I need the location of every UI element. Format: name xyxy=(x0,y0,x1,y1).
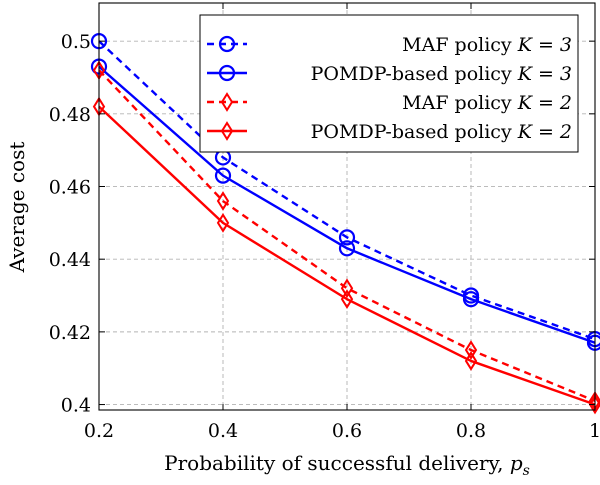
series-line xyxy=(98,40,596,341)
legend-label: POMDP-based policy K = 2 xyxy=(311,121,572,143)
y-tick-label: 0.48 xyxy=(49,104,91,126)
data-point xyxy=(216,212,230,233)
legend-marker xyxy=(218,64,236,82)
data-point xyxy=(340,278,354,299)
x-tick-label: 0.2 xyxy=(84,420,114,442)
data-point xyxy=(214,167,232,184)
legend-entry-3: POMDP-based policy K = 2 xyxy=(207,121,572,143)
x-tick-label: 0.4 xyxy=(208,420,238,442)
x-axis-title: Probability of successful delivery, ps xyxy=(164,451,530,479)
data-point xyxy=(588,394,600,415)
legend-label: MAF policy K = 2 xyxy=(402,92,572,114)
legend-marker xyxy=(218,35,236,53)
x-tick-label: 0.8 xyxy=(456,420,486,442)
data-point xyxy=(464,340,478,360)
legend: MAF policy K = 3 POMDP-based policy K = 3… xyxy=(199,14,579,153)
y-tick-label: 0.44 xyxy=(49,249,91,271)
x-tick-label: 1 xyxy=(589,420,600,442)
legend-label: MAF policy K = 3 xyxy=(402,34,572,56)
y-tick-label: 0.46 xyxy=(49,177,91,199)
y-tick-label: 0.5 xyxy=(61,31,91,53)
legend-entries: MAF policy K = 3 POMDP-based policy K = 3… xyxy=(207,34,572,143)
data-point xyxy=(462,291,480,308)
legend-label: POMDP-based policy K = 3 xyxy=(311,63,572,85)
data-point xyxy=(338,229,356,246)
data-point xyxy=(340,289,354,310)
x-tick-label: 0.6 xyxy=(332,420,362,442)
series-line xyxy=(98,69,596,403)
legend-entry-1: POMDP-based policy K = 3 xyxy=(207,63,572,85)
legend-entry-0: MAF policy K = 3 xyxy=(207,34,572,56)
legend-marker xyxy=(220,121,234,141)
legend-entry-2: MAF policy K = 2 xyxy=(207,92,572,114)
legend-box xyxy=(199,14,579,153)
series-line xyxy=(98,65,596,344)
data-point xyxy=(464,351,478,371)
y-tick-label: 0.4 xyxy=(61,395,91,417)
y-tick-label: 0.42 xyxy=(49,322,91,344)
data-point xyxy=(216,191,230,211)
legend-marker xyxy=(220,92,234,112)
ticks: 0.2 0.4 0.6 0.8 1 0.4 0.42 0.44 0.46 0.48 0.5 xyxy=(49,3,600,442)
data-point xyxy=(338,240,356,257)
series-line xyxy=(98,105,596,406)
y-axis-title: Average cost xyxy=(5,142,29,274)
